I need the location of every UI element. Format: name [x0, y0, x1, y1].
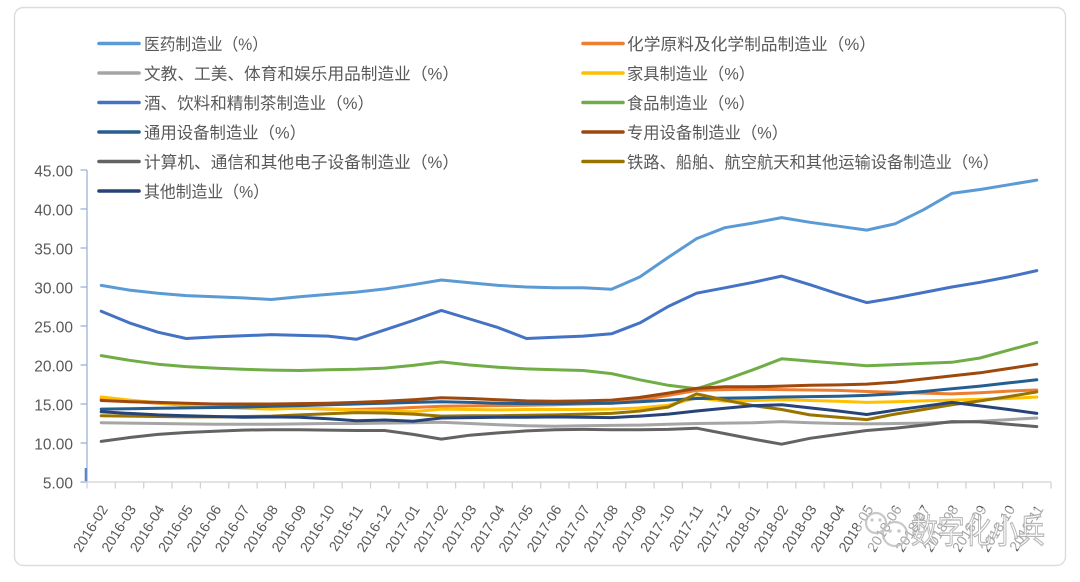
svg-text:20.00: 20.00 [34, 359, 73, 376]
svg-text:其他制造业（%）: 其他制造业（%） [144, 183, 269, 202]
svg-text:铁路、船舶、航空航天和其他运输设备制造业（%）: 铁路、船舶、航空航天和其他运输设备制造业（%） [627, 153, 999, 172]
svg-text:35.00: 35.00 [34, 242, 73, 259]
svg-text:10.00: 10.00 [34, 437, 73, 454]
svg-text:数字化小兵: 数字化小兵 [911, 513, 1045, 551]
svg-text:文教、工美、体育和娱乐用品制造业（%）: 文教、工美、体育和娱乐用品制造业（%） [144, 65, 459, 84]
svg-text:45.00: 45.00 [34, 164, 73, 181]
svg-text:家具制造业（%）: 家具制造业（%） [627, 65, 755, 84]
svg-text:化学原料及化学制品制造业（%）: 化学原料及化学制品制造业（%） [627, 35, 876, 54]
svg-text:通用设备制造业（%）: 通用设备制造业（%） [144, 124, 306, 143]
svg-text:食品制造业（%）: 食品制造业（%） [627, 94, 755, 113]
svg-text:15.00: 15.00 [34, 398, 73, 415]
svg-text:30.00: 30.00 [34, 281, 73, 298]
svg-text:5.00: 5.00 [43, 476, 74, 493]
svg-text:计算机、通信和其他电子设备制造业（%）: 计算机、通信和其他电子设备制造业（%） [144, 153, 459, 172]
svg-text:医药制造业（%）: 医药制造业（%） [144, 35, 268, 54]
svg-text:酒、饮料和精制茶制造业（%）: 酒、饮料和精制茶制造业（%） [144, 94, 374, 113]
svg-text:25.00: 25.00 [34, 320, 73, 337]
svg-text:40.00: 40.00 [34, 203, 73, 220]
svg-text:专用设备制造业（%）: 专用设备制造业（%） [627, 124, 788, 143]
